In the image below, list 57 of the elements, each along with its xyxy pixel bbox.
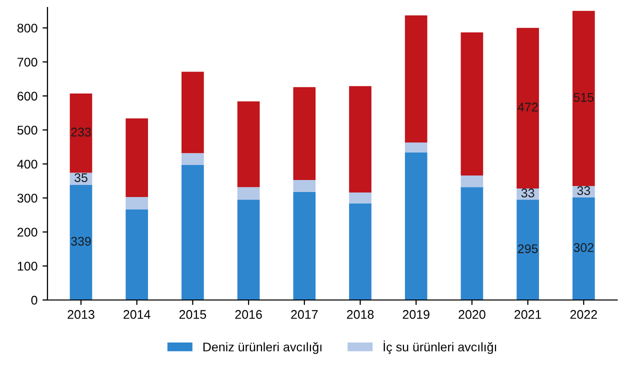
bar: [349, 192, 372, 204]
bar: [349, 86, 372, 193]
bar: [572, 197, 595, 300]
bar: [182, 72, 204, 154]
x-tick-label: 2017: [291, 310, 318, 319]
y-tick-label: 500: [17, 126, 38, 135]
y-tick-label: 600: [18, 92, 38, 101]
data-label: 302: [574, 243, 594, 252]
data-label: 295: [518, 244, 538, 254]
x-tick-label: 2016: [235, 310, 262, 319]
bar: [293, 192, 316, 300]
bar: [237, 187, 260, 200]
bar: [460, 187, 484, 300]
legend-label: İç su ürünleri avcılığı: [384, 340, 496, 354]
data-label: 33: [577, 186, 590, 196]
data-label: 339: [71, 236, 91, 246]
bar: [70, 94, 92, 173]
bar: [237, 101, 260, 188]
bar: [182, 153, 204, 165]
data-label: 233: [71, 128, 91, 137]
data-label: 35: [74, 173, 88, 182]
y-tick-label: 0: [31, 296, 38, 305]
y-tick-label: 400: [17, 160, 38, 169]
bar: [460, 32, 484, 176]
x-tick-label: 2015: [179, 310, 206, 319]
bar: [70, 184, 92, 300]
y-tick-label: 100: [18, 262, 38, 271]
bar: [293, 180, 316, 192]
x-tick-label: 2013: [68, 310, 94, 319]
x-tick-label: 2018: [346, 310, 374, 319]
y-tick-label: 700: [18, 58, 38, 67]
x-tick-label: 2020: [458, 310, 486, 319]
bar: [516, 200, 539, 300]
bar: [126, 118, 148, 197]
bar: [182, 164, 204, 300]
y-tick-label: 200: [18, 228, 38, 237]
data-label: 33: [521, 188, 534, 198]
x-tick-label: 2019: [402, 310, 430, 319]
bar: [237, 200, 260, 300]
x-tick-label: 2014: [124, 310, 150, 319]
data-label: 515: [574, 93, 594, 102]
bar: [516, 28, 539, 188]
bar: [293, 87, 316, 180]
bar: [126, 196, 148, 210]
bar: [572, 10, 595, 186]
legend-label: Deniz ürünleri avcılığı: [203, 342, 322, 354]
bar: [404, 142, 428, 152]
y-tick-label: 800: [17, 24, 38, 33]
x-tick-label: 2022: [570, 310, 597, 319]
bar: [404, 152, 428, 300]
bar: [404, 15, 428, 143]
x-tick-label: 2021: [514, 310, 542, 319]
bar: [126, 210, 148, 300]
bar: [460, 176, 484, 188]
bar: [349, 203, 372, 300]
y-tick-label: 300: [17, 194, 38, 203]
data-label: 472: [518, 102, 538, 112]
